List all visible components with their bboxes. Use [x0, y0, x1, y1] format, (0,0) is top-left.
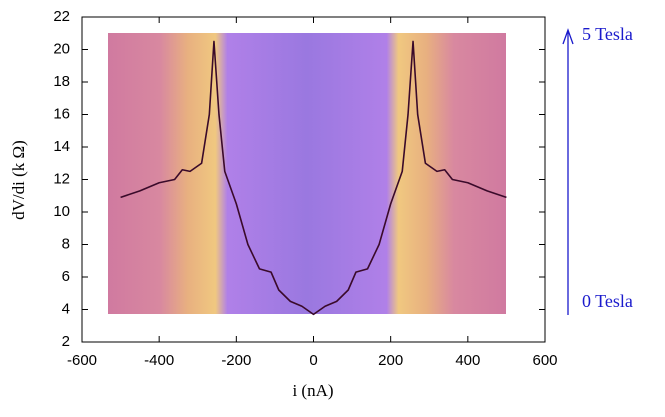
y-tick-label: 22	[53, 8, 70, 25]
heatmap-background	[108, 33, 506, 314]
y-tick-label: 10	[53, 203, 70, 220]
y-tick-label: 12	[53, 170, 70, 187]
y-tick-label: 6	[62, 268, 70, 285]
y-tick-label: 20	[53, 40, 70, 57]
x-tick-label: -400	[144, 352, 174, 369]
arrow-head	[562, 28, 574, 45]
y-tick-label: 2	[62, 333, 70, 350]
x-tick-label: 600	[532, 352, 557, 369]
y-tick-label: 14	[53, 138, 70, 155]
data-line	[120, 40, 507, 316]
x-tick-label: -200	[221, 352, 251, 369]
y-tick-label: 4	[62, 300, 70, 317]
annotation: 5 Tesla	[582, 24, 633, 44]
x-tick-label: 0	[309, 352, 317, 369]
annotation: 0 Tesla	[582, 291, 633, 311]
x-tick-label: -600	[67, 352, 97, 369]
x-tick-label: 200	[378, 352, 403, 369]
y-axis-label: dV/di (k Ω)	[9, 140, 28, 220]
y-tick-label: 18	[53, 73, 70, 90]
x-axis-label: i (nA)	[292, 381, 333, 400]
y-tick-label: 8	[62, 235, 70, 252]
y-tick-label: 16	[53, 105, 70, 122]
x-tick-label: 400	[455, 352, 480, 369]
